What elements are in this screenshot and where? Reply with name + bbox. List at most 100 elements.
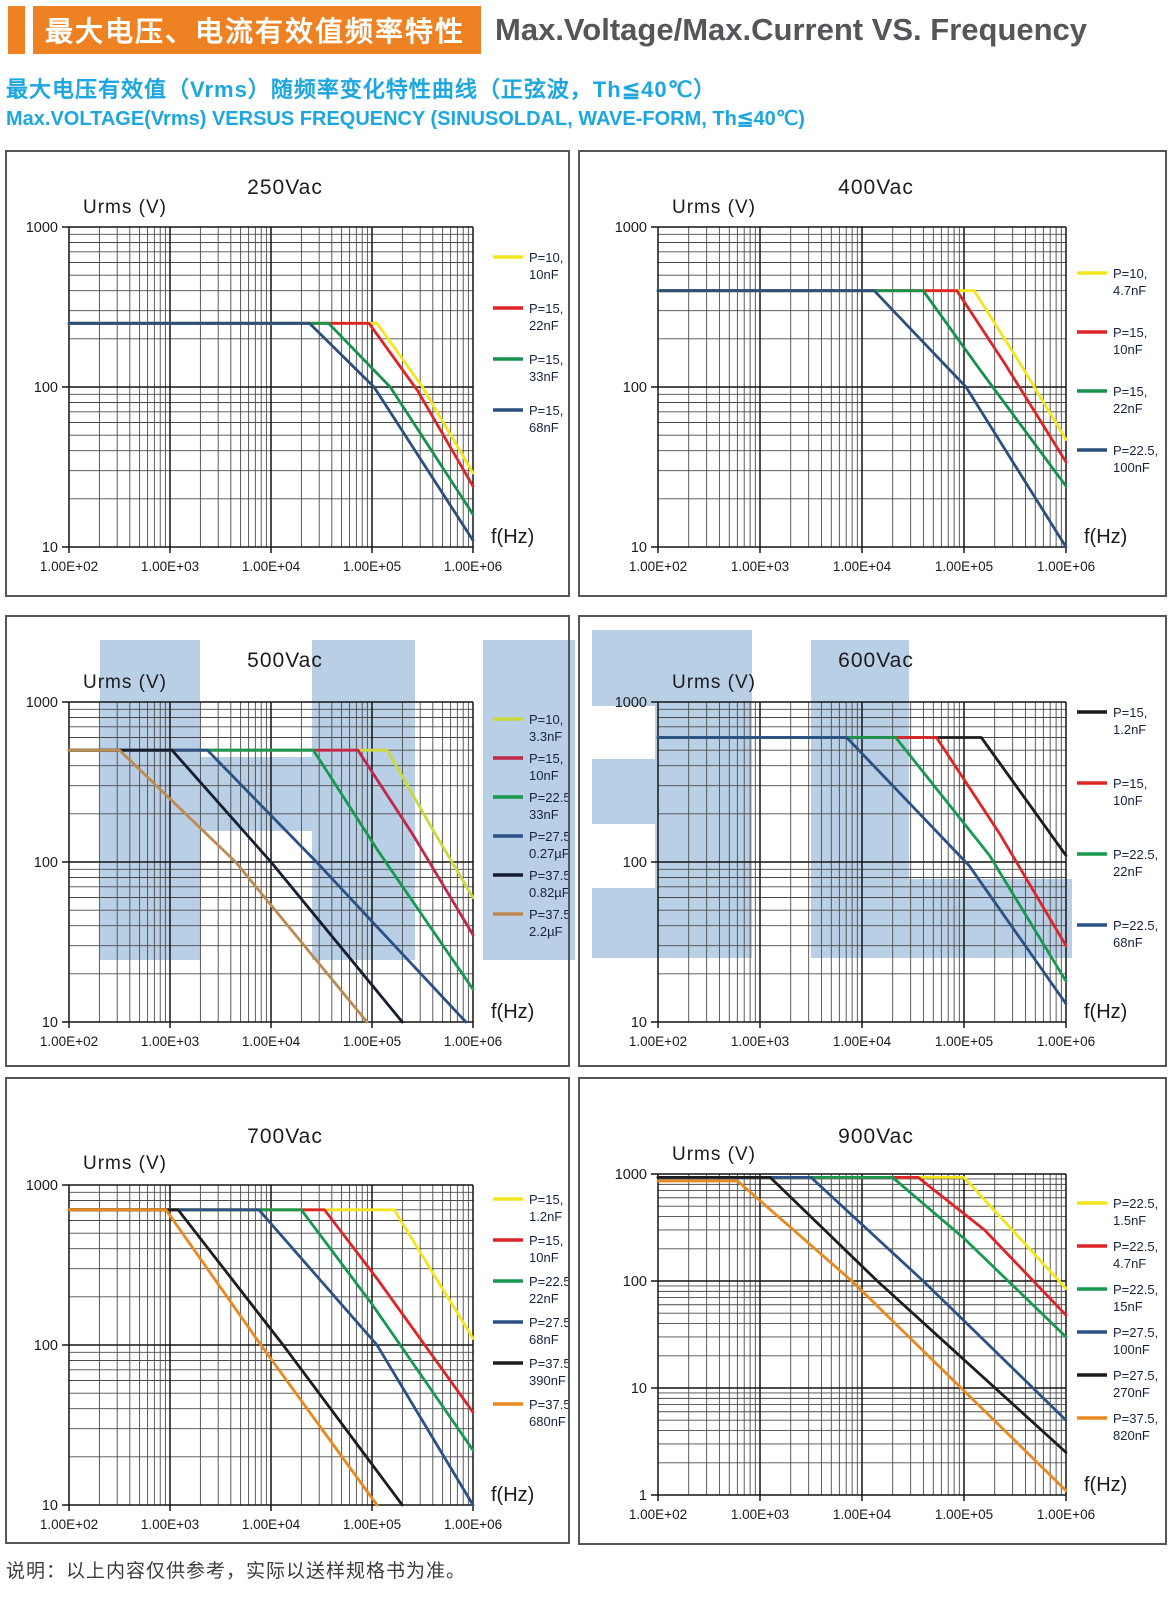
legend-label-line2: 68nF: [529, 420, 559, 435]
legend: P=15, 1.2nF P=15, 10nF P=22.5, 22nF P=27.5, 68n…: [493, 1192, 568, 1429]
legend-label-line1: P=22.5,: [529, 1274, 568, 1289]
legend-label-line1: P=15,: [1113, 705, 1147, 720]
chart-title: 700Vac: [247, 1125, 323, 1148]
x-tick-label: 1.00E+02: [40, 1517, 98, 1532]
x-tick-label: 1.00E+06: [444, 559, 502, 574]
watermark-block: [200, 757, 312, 831]
chart-subtitle-en: Max.VOLTAGE(Vrms) VERSUS FREQUENCY (SINU…: [6, 108, 805, 130]
chart-400vac: 1000 100 10 1.00E+02 1.00E+03 1.00E+04 1.00E+0…: [615, 176, 1158, 574]
grid: [651, 226, 1067, 553]
legend-entry: P=27.5, 0.27µF: [493, 829, 568, 861]
legend-label-line1: P=15,: [529, 403, 563, 418]
legend-label-line2: 33nF: [529, 369, 559, 384]
legend-label-line2: 10nF: [1113, 342, 1143, 357]
y-tick-label: 1000: [26, 1178, 58, 1194]
y-tick-label: 100: [623, 855, 647, 871]
legend-label-line2: 10nF: [529, 1250, 559, 1265]
legend-entry: P=37.5, 2.2µF: [493, 907, 568, 939]
x-tick-label: 1.00E+02: [40, 1034, 98, 1049]
legend-entry: P=37.5, 820nF: [1077, 1411, 1158, 1443]
legend-label-line2: 22nF: [529, 1291, 559, 1306]
series-line-p37.5820nf: [656, 1179, 1068, 1492]
orange-accent-bar: [8, 6, 25, 54]
legend-label-line1: P=22.5,: [1113, 1282, 1158, 1297]
legend-label-line1: P=22.5,: [1113, 443, 1158, 458]
x-tick-label: 1.00E+02: [629, 559, 687, 574]
legend-label-line2: 22nF: [529, 318, 559, 333]
x-tick-label: 1.00E+02: [40, 559, 98, 574]
chart-title: 400Vac: [838, 176, 914, 199]
section-title-zh: 最大电压、电流有效值频率特性: [33, 6, 482, 54]
y-tick-label: 100: [623, 380, 647, 396]
x-axis-label: f(Hz): [491, 1484, 534, 1506]
legend-entry: P=22.5, 33nF: [493, 790, 568, 822]
x-tick-label: 1.00E+03: [141, 559, 199, 574]
legend-entry: P=22.5, 1.5nF: [1077, 1196, 1158, 1228]
x-tick-label: 1.00E+06: [1037, 1034, 1095, 1049]
x-tick-label: 1.00E+05: [935, 1507, 993, 1522]
grid: [62, 1184, 474, 1511]
chart-panel-400vac: 1000 100 10 1.00E+02 1.00E+03 1.00E+04 1.00E+0…: [578, 150, 1167, 597]
x-axis-label: f(Hz): [1084, 1001, 1127, 1023]
y-tick-label: 10: [631, 1015, 647, 1031]
footer-note: 说明：以上内容仅供参考，实际以送样规格书为准。: [6, 1561, 467, 1582]
x-tick-label: 1.00E+06: [444, 1517, 502, 1532]
legend-entry: P=22.5, 4.7nF: [1077, 1239, 1158, 1271]
legend-label-line1: P=10,: [529, 250, 563, 265]
x-tick-label: 1.00E+05: [935, 559, 993, 574]
chart-600vac: 1000 100 10 1.00E+02 1.00E+03 1.00E+04 1.00E+0…: [615, 649, 1158, 1049]
legend-entry: P=10, 4.7nF: [1077, 266, 1147, 298]
legend-label-line2: 1.2nF: [529, 1209, 562, 1224]
legend: P=22.5, 1.5nF P=22.5, 4.7nF P=22.5, 15nF P=27.…: [1077, 1196, 1158, 1443]
legend-label-line2: 4.7nF: [1113, 283, 1146, 298]
legend-entry: P=15, 10nF: [493, 1233, 563, 1265]
chart-900vac: 1000 100 10 1 1.00E+02 1.00E+03 1.00E+04 1.00E+…: [615, 1125, 1158, 1522]
y-tick-label: 1000: [615, 1167, 647, 1183]
legend-entry: P=22.5, 100nF: [1077, 443, 1158, 475]
watermark-block: [100, 640, 200, 960]
legend-label-line1: P=27.5,: [529, 829, 568, 844]
chart-panel-900vac: 1000 100 10 1 1.00E+02 1.00E+03 1.00E+04 1.00E+…: [578, 1077, 1167, 1545]
legend: P=10, 4.7nF P=15, 10nF P=15, 22nF P=22.5, 100nF: [1077, 266, 1158, 475]
y-axis-label: Urms (V): [672, 197, 756, 218]
legend-label-line1: P=37.5,: [529, 907, 568, 922]
x-tick-label: 1.00E+05: [343, 1034, 401, 1049]
legend-label-line1: P=22.5,: [1113, 918, 1158, 933]
watermark-block: [483, 640, 575, 960]
legend-entry: P=10, 10nF: [493, 250, 563, 282]
x-tick-label: 1.00E+06: [444, 1034, 502, 1049]
y-axis-label: Urms (V): [83, 197, 167, 218]
grid: [62, 226, 474, 553]
series-line-p37.50.82µf: [67, 748, 404, 1024]
grid: [651, 1173, 1067, 1501]
legend-label-line2: 0.82µF: [529, 885, 568, 900]
legend-label-line1: P=22.5,: [1113, 1239, 1158, 1254]
y-axis-label: Urms (V): [83, 1153, 167, 1174]
chart-700vac: 1000 100 10 1.00E+02 1.00E+03 1.00E+04 1.00E+0…: [26, 1125, 568, 1532]
legend-label-line1: P=27.5,: [529, 1315, 568, 1330]
legend-entry: P=15, 68nF: [493, 403, 563, 435]
x-tick-label: 1.00E+02: [629, 1507, 687, 1522]
legend-label-line2: 270nF: [1113, 1385, 1150, 1400]
y-tick-label: 1000: [26, 695, 58, 711]
chart-title: 600Vac: [838, 649, 914, 672]
x-axis-label: f(Hz): [1084, 526, 1127, 548]
x-tick-label: 1.00E+03: [731, 1507, 789, 1522]
legend-label-line2: 1.5nF: [1113, 1213, 1146, 1228]
y-tick-label: 1000: [615, 220, 647, 236]
legend-label-line2: 3.3nF: [529, 729, 562, 744]
legend-label-line2: 100nF: [1113, 460, 1150, 475]
legend-label-line1: P=15,: [529, 301, 563, 316]
watermark-notch: [592, 824, 655, 888]
series-line-p22.568nf: [656, 736, 1068, 1006]
legend: P=10, 3.3nF P=15, 10nF P=22.5, 33nF P=27.5, 0.2…: [493, 712, 568, 939]
legend-label-line1: P=15,: [529, 751, 563, 766]
legend-entry: P=15, 22nF: [1077, 384, 1147, 416]
series-line-p37.5390nf: [67, 1208, 404, 1507]
legend-label-line2: 15nF: [1113, 1299, 1143, 1314]
legend-entry: P=10, 3.3nF: [493, 712, 563, 744]
series-line-p22.5100nf: [656, 289, 1068, 549]
chart-250vac: 1000 100 10 1.00E+02 1.00E+03 1.00E+04 1.00E+0…: [26, 176, 564, 574]
watermark-block: [592, 630, 752, 958]
